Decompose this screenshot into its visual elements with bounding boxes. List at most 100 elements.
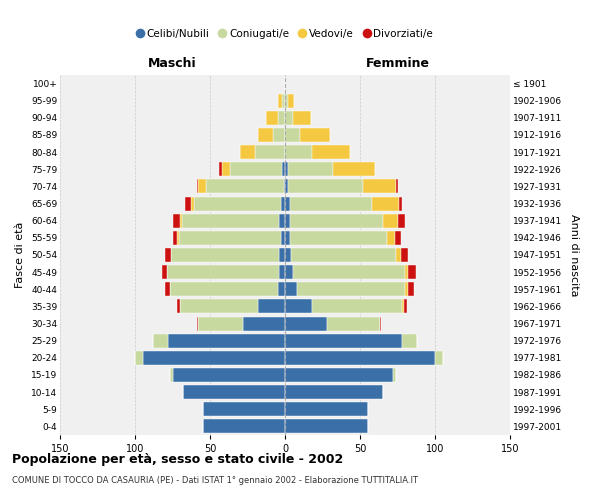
Bar — [290, 196, 372, 210]
Y-axis label: Anni di nascita: Anni di nascita — [569, 214, 578, 296]
Bar — [398, 214, 405, 228]
Bar — [281, 231, 285, 245]
Bar — [285, 351, 435, 365]
Bar — [290, 214, 383, 228]
Bar — [290, 231, 387, 245]
Bar — [205, 180, 284, 194]
Bar — [277, 111, 285, 125]
Bar — [279, 265, 285, 279]
Bar — [435, 351, 443, 365]
Bar — [293, 111, 311, 125]
Bar — [285, 128, 300, 142]
Y-axis label: Fasce di età: Fasce di età — [16, 222, 25, 288]
Bar — [198, 180, 205, 194]
Bar — [285, 265, 293, 279]
Bar — [165, 282, 170, 296]
Bar — [285, 162, 288, 176]
Bar — [300, 128, 330, 142]
Bar — [285, 316, 327, 330]
Bar — [402, 300, 404, 314]
Bar — [143, 351, 285, 365]
Bar — [162, 265, 167, 279]
Bar — [282, 162, 285, 176]
Bar — [168, 334, 285, 347]
Bar — [170, 368, 173, 382]
Bar — [404, 300, 407, 314]
Bar — [285, 214, 290, 228]
Bar — [229, 162, 282, 176]
Bar — [285, 196, 290, 210]
Bar — [285, 420, 367, 434]
Bar — [285, 334, 402, 347]
Bar — [285, 180, 288, 194]
Bar — [265, 111, 277, 125]
Bar — [372, 196, 399, 210]
Bar — [255, 145, 285, 159]
Bar — [285, 385, 383, 399]
Bar — [222, 162, 229, 176]
Bar — [285, 368, 393, 382]
Bar — [285, 145, 312, 159]
Bar — [167, 265, 279, 279]
Bar — [173, 368, 285, 382]
Bar — [312, 300, 402, 314]
Bar — [288, 180, 363, 194]
Bar — [193, 196, 281, 210]
Bar — [219, 162, 222, 176]
Bar — [165, 248, 171, 262]
Legend: Celibi/Nubili, Coniugati/e, Vedovi/e, Divorziati/e: Celibi/Nubili, Coniugati/e, Vedovi/e, Di… — [133, 24, 437, 42]
Bar — [284, 180, 285, 194]
Bar — [198, 316, 243, 330]
Bar — [383, 214, 398, 228]
Bar — [312, 145, 349, 159]
Bar — [285, 402, 367, 416]
Bar — [285, 248, 291, 262]
Bar — [258, 128, 273, 142]
Bar — [282, 94, 285, 108]
Bar — [203, 402, 285, 416]
Bar — [327, 316, 380, 330]
Bar — [333, 162, 375, 176]
Bar — [401, 248, 408, 262]
Bar — [395, 231, 401, 245]
Bar — [240, 145, 255, 159]
Bar — [279, 214, 285, 228]
Bar — [197, 180, 198, 194]
Bar — [180, 300, 258, 314]
Bar — [277, 282, 285, 296]
Text: Femmine: Femmine — [365, 57, 430, 70]
Bar — [297, 282, 405, 296]
Bar — [291, 248, 396, 262]
Bar — [135, 351, 143, 365]
Bar — [405, 265, 408, 279]
Bar — [293, 265, 405, 279]
Bar — [363, 180, 396, 194]
Bar — [173, 231, 177, 245]
Bar — [179, 231, 281, 245]
Bar — [288, 162, 333, 176]
Text: Maschi: Maschi — [148, 57, 197, 70]
Bar — [285, 231, 290, 245]
Bar — [405, 282, 408, 296]
Bar — [279, 248, 285, 262]
Bar — [396, 180, 398, 194]
Bar — [182, 214, 279, 228]
Bar — [402, 334, 417, 347]
Bar — [399, 196, 402, 210]
Bar — [173, 214, 180, 228]
Bar — [183, 385, 285, 399]
Bar — [258, 300, 285, 314]
Bar — [408, 265, 415, 279]
Bar — [177, 300, 180, 314]
Bar — [285, 111, 293, 125]
Bar — [177, 231, 179, 245]
Text: Popolazione per età, sesso e stato civile - 2002: Popolazione per età, sesso e stato civil… — [12, 452, 343, 466]
Bar — [273, 128, 285, 142]
Bar — [393, 368, 396, 382]
Bar — [281, 196, 285, 210]
Bar — [380, 316, 381, 330]
Bar — [285, 94, 288, 108]
Bar — [203, 420, 285, 434]
Bar — [180, 214, 182, 228]
Bar — [396, 248, 401, 262]
